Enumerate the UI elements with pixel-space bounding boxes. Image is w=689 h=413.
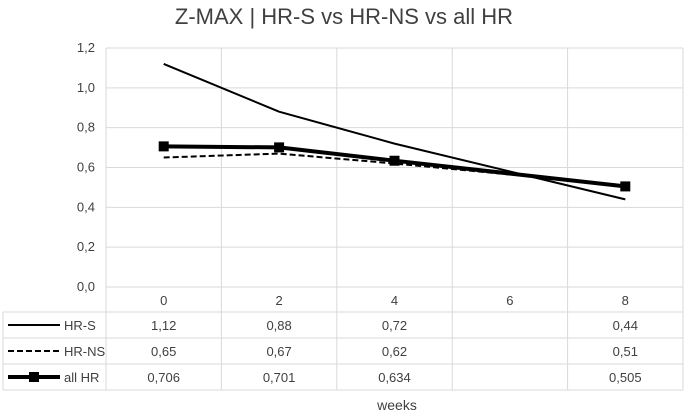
data-label: 0,72 — [382, 318, 407, 333]
x-tick-label: 0 — [160, 293, 167, 308]
data-label: 0,62 — [382, 344, 407, 359]
data-label: 1,12 — [151, 318, 176, 333]
legend-series-name: HR-S — [64, 318, 96, 333]
x-tick-label: 2 — [275, 293, 282, 308]
legend-series-name: all HR — [64, 370, 99, 385]
data-label: 0,634 — [378, 370, 411, 385]
x-axis-label: weeks — [376, 397, 417, 413]
data-label: 0,88 — [266, 318, 291, 333]
series-lines — [158, 62, 631, 201]
y-tick-label: 1,0 — [77, 80, 95, 95]
x-tick-label: 6 — [506, 293, 513, 308]
data-table: 0 2 4 6 8 HR-S 1,12 0,88 0,72 0,44 HR-NS 0,65 0,67 0,… — [2, 293, 683, 391]
y-tick-label: 0,8 — [77, 120, 95, 135]
series-line-hr-s — [163, 62, 626, 201]
data-label: 0,67 — [266, 344, 291, 359]
y-tick-label: 0,0 — [77, 279, 95, 294]
legend-key-marker — [29, 372, 39, 382]
y-tick-label: 0,6 — [77, 160, 95, 175]
chart-title: Z-MAX | HR-S vs HR-NS vs all HR — [175, 4, 513, 29]
data-point-marker — [158, 141, 169, 152]
data-label: 0,706 — [147, 370, 180, 385]
legend-series-name: HR-NS — [64, 344, 105, 359]
y-tick-label: 0,2 — [77, 239, 95, 254]
data-point-marker — [274, 142, 285, 153]
gridlines — [105, 47, 684, 390]
x-tick-label: 4 — [391, 293, 398, 308]
data-label: 0,51 — [613, 344, 638, 359]
data-label: 0,701 — [263, 370, 296, 385]
x-tick-label: 8 — [622, 293, 629, 308]
y-tick-label: 1,2 — [77, 40, 95, 55]
data-point-marker — [620, 181, 631, 192]
data-label: 0,44 — [613, 318, 638, 333]
data-label: 0,65 — [151, 344, 176, 359]
data-label: 0,505 — [609, 370, 642, 385]
y-tick-label: 0,4 — [77, 199, 95, 214]
y-axis-tick-labels: 0,0 0,2 0,4 0,6 0,8 1,0 1,2 — [77, 40, 95, 294]
series-line-all-hr — [163, 144, 626, 189]
data-point-marker — [389, 155, 400, 166]
